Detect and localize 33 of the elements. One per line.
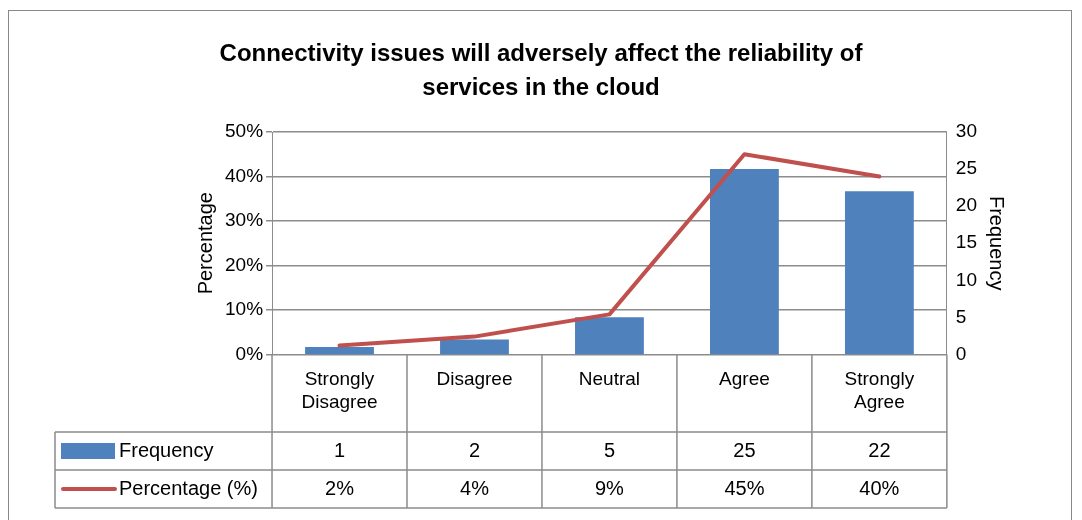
- y-tick-label: 50%: [225, 120, 264, 142]
- legend-label: Frequency: [119, 438, 214, 461]
- data-label: 9%: [594, 476, 625, 499]
- data-label: 45%: [724, 476, 765, 499]
- data-label: 2: [468, 438, 481, 461]
- y2-tick-label: 15: [955, 231, 978, 253]
- x-tick-label: Agree: [719, 368, 770, 390]
- data-label: 40%: [859, 476, 900, 499]
- data-label: 2%: [325, 476, 355, 499]
- data-label: 4%: [460, 476, 490, 499]
- y2-tick-label: 30: [955, 120, 978, 142]
- y-tick-label: 40%: [225, 164, 264, 186]
- x-tick-label: Neutral: [578, 368, 641, 390]
- x-tick-label: Strongly Disagree: [301, 368, 378, 412]
- y-tick-label: 0%: [235, 342, 264, 364]
- y-tick-label: 10%: [225, 298, 264, 320]
- y2-tick-label: 10: [955, 268, 978, 290]
- y2-tick-label: 20: [955, 194, 978, 216]
- x-tick-label: Strongly Agree: [844, 368, 915, 412]
- chart-title: Connectivity issues will adversely affect the reliability of services in the cloud: [218, 38, 864, 102]
- y2-tick-label: 25: [955, 157, 978, 179]
- legend-label: Percentage (%): [119, 476, 258, 499]
- x-tick-label: Disagree: [436, 368, 513, 390]
- y2-axis-title: Frequency: [986, 195, 1009, 291]
- y2-tick-label: 0: [955, 342, 967, 364]
- y-tick-label: 20%: [225, 253, 264, 275]
- y-tick-label: 30%: [225, 209, 264, 231]
- y2-tick-label: 5: [955, 305, 967, 327]
- data-label: 5: [603, 438, 616, 461]
- y-axis-title: Percentage: [193, 192, 216, 295]
- data-label: 25: [733, 438, 756, 461]
- data-label: 1: [333, 438, 346, 461]
- data-label: 22: [868, 438, 891, 461]
